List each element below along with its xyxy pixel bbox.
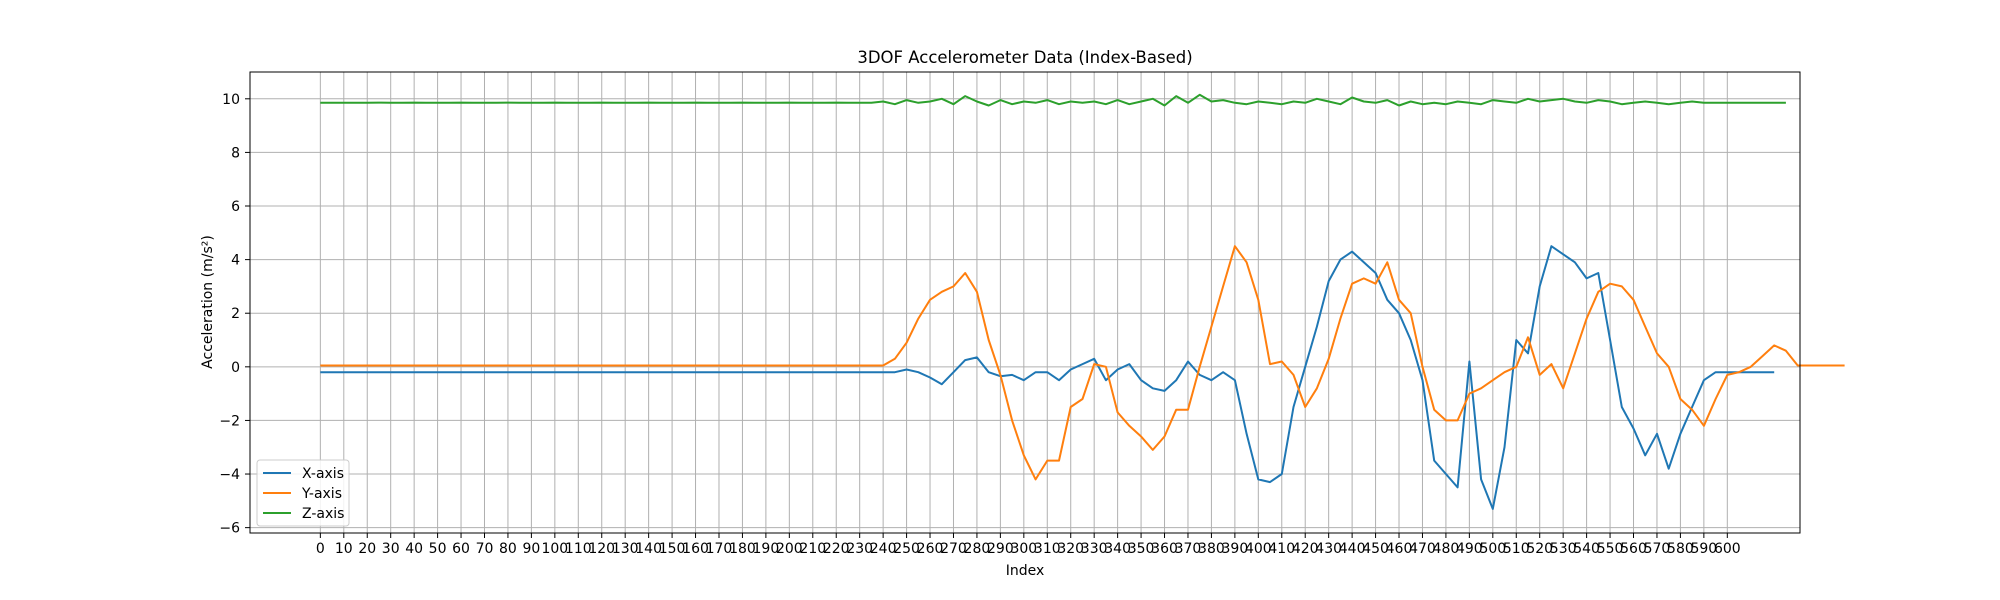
- x-tick-label: 430: [1315, 541, 1342, 557]
- legend-label-x-axis: X-axis: [302, 466, 344, 482]
- x-tick-label: 290: [987, 541, 1014, 557]
- x-tick-label: 540: [1573, 541, 1600, 557]
- x-tick-label: 230: [846, 541, 873, 557]
- x-tick-label: 210: [799, 541, 826, 557]
- x-tick-label: 220: [823, 541, 850, 557]
- x-tick-label: 70: [476, 541, 494, 557]
- x-tick-label: 440: [1339, 541, 1366, 557]
- x-tick-label: 260: [917, 541, 944, 557]
- x-tick-label: 470: [1409, 541, 1436, 557]
- x-tick-label: 490: [1456, 541, 1483, 557]
- legend: X-axis Y-axis Z-axis: [256, 459, 350, 527]
- y-tick-label: −4: [219, 467, 240, 483]
- x-tick-label: 550: [1597, 541, 1624, 557]
- y-tick-label: 10: [222, 92, 240, 108]
- x-tick-label: 480: [1433, 541, 1460, 557]
- x-tick-label: 150: [659, 541, 686, 557]
- series-line-x-axis: [320, 245, 1775, 510]
- x-tick-label: 280: [964, 541, 991, 557]
- y-axis-label: Acceleration (m/s²): [200, 235, 216, 369]
- x-tick-label: 140: [635, 541, 662, 557]
- x-tick-label: 310: [1034, 541, 1061, 557]
- x-tick-label: 350: [1128, 541, 1155, 557]
- y-tick-label: 2: [231, 306, 240, 322]
- series-line-y-axis: [320, 245, 1845, 481]
- x-tick-label: 110: [565, 541, 592, 557]
- x-tick-label: 180: [729, 541, 756, 557]
- x-axis-ticks: 0 10 20 30 40 50 60 70 80 90 100110120130140150160…: [316, 533, 1741, 557]
- x-tick-label: 20: [358, 541, 376, 557]
- x-tick-label: 380: [1198, 541, 1225, 557]
- legend-label-z-axis: Z-axis: [302, 506, 344, 522]
- series-line-z-axis: [320, 93, 1786, 107]
- y-tick-label: 4: [231, 253, 240, 269]
- x-tick-label: 0: [316, 541, 325, 557]
- x-tick-label: 120: [588, 541, 615, 557]
- x-tick-label: 90: [522, 541, 540, 557]
- x-tick-label: 560: [1620, 541, 1647, 557]
- x-tick-label: 60: [452, 541, 470, 557]
- x-tick-label: 100: [541, 541, 568, 557]
- x-tick-label: 600: [1714, 541, 1741, 557]
- x-tick-label: 300: [1010, 541, 1037, 557]
- x-tick-label: 200: [776, 541, 803, 557]
- x-tick-label: 10: [335, 541, 353, 557]
- x-tick-label: 130: [612, 541, 639, 557]
- y-tick-label: 0: [231, 360, 240, 376]
- x-tick-label: 570: [1644, 541, 1671, 557]
- y-tick-label: 8: [231, 145, 240, 161]
- x-tick-label: 420: [1292, 541, 1319, 557]
- x-tick-label: 410: [1268, 541, 1295, 557]
- y-tick-label: 6: [231, 199, 240, 215]
- legend-label-y-axis: Y-axis: [301, 486, 342, 502]
- grid: [250, 72, 1800, 533]
- x-tick-label: 250: [893, 541, 920, 557]
- x-tick-label: 30: [382, 541, 400, 557]
- x-tick-label: 40: [405, 541, 423, 557]
- x-axis-label: Index: [1006, 563, 1045, 579]
- x-tick-label: 390: [1222, 541, 1249, 557]
- x-tick-label: 370: [1175, 541, 1202, 557]
- y-axis-ticks: −6 −4 −2 0 2 4 6 8 10: [219, 92, 250, 537]
- x-tick-label: 510: [1503, 541, 1530, 557]
- x-tick-label: 530: [1550, 541, 1577, 557]
- plot-frame: [249, 71, 1801, 534]
- x-tick-label: 460: [1386, 541, 1413, 557]
- x-tick-label: 580: [1667, 541, 1694, 557]
- y-tick-label: −6: [219, 521, 240, 537]
- x-tick-label: 190: [753, 541, 780, 557]
- x-tick-label: 270: [940, 541, 967, 557]
- legend-box: [256, 459, 350, 527]
- x-tick-label: 170: [706, 541, 733, 557]
- x-tick-label: 80: [499, 541, 517, 557]
- plot-lines: [320, 93, 1845, 510]
- x-tick-label: 590: [1690, 541, 1717, 557]
- x-tick-label: 400: [1245, 541, 1272, 557]
- chart-title: 3DOF Accelerometer Data (Index-Based): [857, 48, 1192, 67]
- x-tick-label: 330: [1081, 541, 1108, 557]
- x-tick-label: 50: [429, 541, 447, 557]
- x-tick-label: 360: [1151, 541, 1178, 557]
- x-tick-label: 450: [1362, 541, 1389, 557]
- x-tick-label: 320: [1057, 541, 1084, 557]
- x-tick-label: 500: [1479, 541, 1506, 557]
- y-tick-label: −2: [219, 413, 240, 429]
- x-tick-label: 340: [1104, 541, 1131, 557]
- x-tick-label: 520: [1526, 541, 1553, 557]
- x-tick-label: 160: [682, 541, 709, 557]
- x-tick-label: 240: [870, 541, 897, 557]
